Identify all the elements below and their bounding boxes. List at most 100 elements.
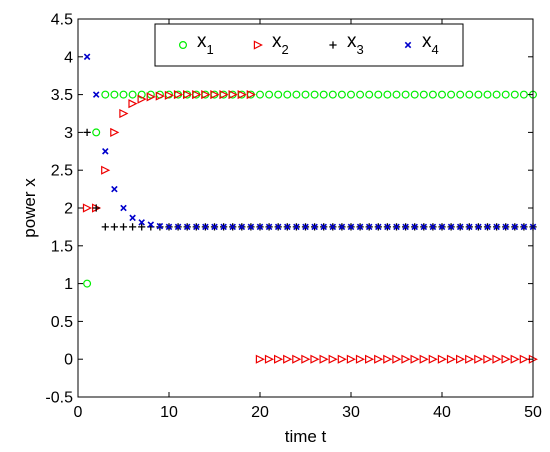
data-point [501, 90, 510, 99]
data-point [83, 128, 91, 136]
data-point [119, 108, 129, 119]
data-point [492, 90, 501, 99]
data-point [510, 354, 520, 364]
data-point [493, 223, 500, 231]
data-point [501, 354, 511, 364]
legend-marker [253, 40, 263, 50]
y-tick-label: 2 [64, 201, 73, 218]
data-point [301, 90, 310, 99]
data-point [238, 223, 246, 231]
data-point [401, 90, 410, 99]
data-point [328, 90, 337, 99]
data-point [393, 223, 400, 231]
data-point [265, 90, 274, 99]
data-point [383, 90, 392, 99]
legend-label-name: x [197, 31, 207, 52]
legend-marker [179, 40, 188, 49]
data-point [92, 91, 100, 98]
data-point [210, 90, 220, 100]
data-point [410, 354, 420, 364]
y-tick-label: 1.5 [51, 238, 73, 255]
data-point [420, 223, 428, 231]
x-tick-label: 50 [524, 404, 542, 421]
x-tick-label: 30 [342, 404, 360, 421]
x-tick-label: 20 [251, 404, 269, 421]
legend-label-name: x [422, 31, 432, 52]
y-tick-label: 1 [64, 276, 73, 293]
data-point [347, 90, 356, 99]
data-point [174, 223, 182, 231]
data-point [301, 354, 311, 364]
data-point [202, 223, 209, 231]
legend-label-subscript: 2 [282, 42, 289, 57]
data-point [355, 354, 366, 364]
data-point [220, 223, 227, 231]
data-point [256, 223, 264, 231]
data-point [193, 223, 200, 231]
legend-label: x4 [422, 31, 439, 57]
series-3 [83, 128, 537, 231]
data-point [237, 90, 247, 100]
data-point [392, 90, 401, 99]
legend-label-name: x [272, 31, 282, 52]
data-point [155, 91, 165, 101]
data-point [111, 185, 118, 193]
data-point [328, 354, 338, 364]
plot-frame [77, 18, 534, 398]
data-point [456, 223, 464, 231]
data-point [165, 223, 173, 231]
data-point [92, 204, 100, 212]
legend-item-4: x4 [404, 31, 439, 57]
y-tick-label: 4.5 [51, 12, 73, 29]
data-point [520, 223, 528, 231]
data-point [228, 90, 238, 100]
legend-item-3: x3 [329, 31, 364, 57]
data-point [346, 354, 356, 364]
data-point [292, 90, 301, 99]
legend-item-2: x2 [253, 31, 289, 57]
data-point [147, 221, 155, 228]
legend-label-subscript: 1 [207, 42, 214, 57]
y-tick-label: -0.5 [45, 390, 73, 407]
y-axis-label: power x [20, 178, 39, 238]
data-point [284, 223, 291, 231]
data-point [92, 128, 101, 137]
data-point [484, 223, 491, 231]
data-point [129, 214, 136, 222]
data-point [401, 354, 411, 364]
data-point [356, 223, 364, 231]
data-point [247, 223, 255, 231]
data-point [265, 223, 273, 231]
data-point [310, 90, 319, 99]
data-point [183, 90, 193, 100]
data-point [110, 223, 118, 231]
data-point [356, 90, 365, 99]
data-point [511, 223, 519, 231]
data-point [311, 223, 318, 231]
data-point [183, 223, 191, 231]
data-point [437, 354, 447, 364]
legend-label: x2 [272, 31, 289, 57]
legend-item-1: x1 [179, 31, 214, 57]
data-point [474, 90, 483, 99]
data-point [365, 90, 374, 99]
data-point [446, 354, 457, 364]
data-point [428, 90, 437, 99]
y-tick-label: 4 [64, 49, 73, 66]
data-point [337, 90, 346, 99]
data-point [255, 354, 265, 364]
data-point [510, 90, 519, 99]
data-point [438, 223, 446, 231]
data-point [347, 223, 355, 231]
data-point [283, 354, 293, 364]
data-point [246, 90, 256, 100]
data-point [201, 90, 211, 100]
data-point [519, 354, 529, 364]
legend-box [154, 23, 464, 67]
data-point [120, 204, 127, 212]
x-tick-label: 10 [160, 404, 178, 421]
y-tick-label: 3 [64, 125, 73, 142]
data-point [429, 223, 437, 231]
data-point [383, 354, 393, 364]
data-point [492, 354, 502, 364]
